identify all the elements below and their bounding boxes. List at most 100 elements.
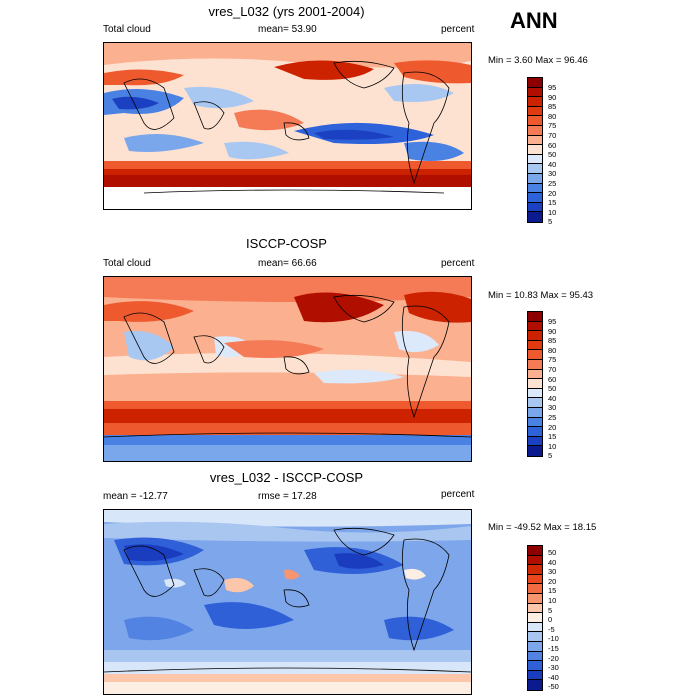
colorbar-swatch	[528, 546, 542, 556]
colorbar-swatch	[528, 398, 542, 408]
panel3-title: vres_L032 - ISCCP-COSP	[209, 470, 364, 485]
colorbar-label: 75	[548, 355, 557, 365]
colorbar-label: 25	[548, 178, 557, 188]
panel1-mean: mean= 53.90	[258, 24, 317, 35]
colorbar-label: 15	[548, 586, 557, 596]
colorbar-swatch	[528, 593, 542, 604]
colorbar-label: 0	[548, 615, 553, 625]
colorbar-label: 60	[548, 374, 557, 384]
colorbar-label: 40	[548, 393, 557, 403]
colorbar-label: 90	[548, 92, 557, 102]
colorbar-label: -15	[548, 643, 559, 653]
panel3-map	[103, 509, 472, 695]
colorbar-label: -5	[548, 624, 555, 634]
panel2-map	[103, 276, 472, 462]
colorbar-label: 50	[548, 548, 557, 557]
colorbar-label: 60	[548, 140, 557, 150]
colorbar-swatch	[528, 565, 542, 575]
panel2-left-label: Total cloud	[103, 258, 151, 269]
colorbar-label: 15	[548, 432, 557, 442]
colorbar-label: 30	[548, 567, 557, 577]
colorbar-swatch	[528, 331, 542, 341]
colorbar-label: 10	[548, 207, 557, 217]
colorbar-label: 25	[548, 412, 557, 422]
colorbar-label: 10	[548, 595, 557, 605]
colorbar-swatch	[528, 651, 542, 662]
colorbar-swatch	[528, 359, 542, 370]
colorbar-swatch	[528, 212, 542, 222]
colorbar-label: -10	[548, 634, 559, 644]
colorbar-label: -30	[548, 663, 559, 673]
colorbar-label: 40	[548, 557, 557, 567]
colorbar-swatch	[528, 555, 542, 566]
colorbar-swatch	[528, 340, 542, 351]
colorbar-label: 5	[548, 451, 553, 461]
panel1-map	[103, 42, 472, 210]
panel2-min-max: Min = 10.83 Max = 95.43	[488, 290, 594, 301]
colorbar-swatch	[528, 407, 542, 418]
colorbar-swatch	[528, 622, 542, 633]
panel1-min-max: Min = 3.60 Max = 96.46	[488, 55, 588, 66]
colorbar-swatch	[528, 446, 542, 456]
colorbar-label: -40	[548, 672, 559, 682]
colorbar-swatch	[528, 78, 542, 88]
panel3-mean: mean = -12.77	[103, 491, 168, 502]
colorbar-swatch	[528, 369, 542, 380]
colorbar-label: 80	[548, 345, 557, 355]
colorbar-swatch	[528, 202, 542, 213]
panel2-colorbar-labels: 95 90 85 80 75 70 60 50 40 30 25 20 15 1…	[548, 317, 556, 461]
colorbar-label: 5	[548, 605, 553, 615]
colorbar-label: 50	[548, 384, 557, 394]
panel3-colorbar	[527, 545, 543, 691]
panel3-min-max: Min = -49.52 Max = 18.15	[488, 522, 597, 533]
colorbar-swatch	[528, 427, 542, 437]
colorbar-label: 30	[548, 403, 557, 413]
colorbar-swatch	[528, 574, 542, 585]
panel2-colorbar	[527, 311, 543, 457]
colorbar-swatch	[528, 436, 542, 447]
colorbar-swatch	[528, 680, 542, 690]
colorbar-swatch	[528, 183, 542, 194]
colorbar-label: 90	[548, 326, 557, 336]
colorbar-label: 85	[548, 102, 557, 112]
colorbar-label: 75	[548, 121, 557, 131]
colorbar-label: 20	[548, 422, 557, 432]
colorbar-label: 70	[548, 130, 557, 140]
colorbar-label: 80	[548, 111, 557, 121]
colorbar-label: 70	[548, 364, 557, 374]
panel1-colorbar	[527, 77, 543, 223]
colorbar-swatch	[528, 312, 542, 322]
colorbar-label: 20	[548, 188, 557, 198]
panel3-units: percent	[441, 489, 475, 500]
panel2-title: ISCCP-COSP	[246, 236, 327, 251]
colorbar-swatch	[528, 613, 542, 623]
colorbar-label: 15	[548, 198, 557, 208]
panel1-left-label: Total cloud	[103, 24, 151, 35]
colorbar-swatch	[528, 97, 542, 107]
season-label: ANN	[510, 8, 558, 33]
colorbar-label: 5	[548, 217, 553, 227]
colorbar-swatch	[528, 106, 542, 117]
colorbar-swatch	[528, 670, 542, 681]
colorbar-swatch	[528, 145, 542, 155]
colorbar-swatch	[528, 135, 542, 146]
panel3-rmse: rmse = 17.28	[258, 491, 317, 502]
colorbar-swatch	[528, 193, 542, 203]
colorbar-swatch	[528, 661, 542, 671]
panel1-title: vres_L032 (yrs 2001-2004)	[208, 4, 365, 19]
colorbar-label: 95	[548, 83, 557, 92]
colorbar-swatch	[528, 379, 542, 389]
colorbar-label: 85	[548, 336, 557, 346]
colorbar-swatch	[528, 125, 542, 136]
colorbar-swatch	[528, 154, 542, 165]
colorbar-label: 50	[548, 150, 557, 160]
colorbar-label: 10	[548, 441, 557, 451]
colorbar-swatch	[528, 87, 542, 98]
colorbar-label: 95	[548, 317, 557, 326]
colorbar-swatch	[528, 173, 542, 184]
panel1-colorbar-labels: 95 90 85 80 75 70 60 50 40 30 25 20 15 1…	[548, 83, 556, 227]
panel2-units: percent	[441, 258, 475, 269]
colorbar-label: 40	[548, 159, 557, 169]
panel1-units: percent	[441, 24, 475, 35]
colorbar-swatch	[528, 584, 542, 594]
